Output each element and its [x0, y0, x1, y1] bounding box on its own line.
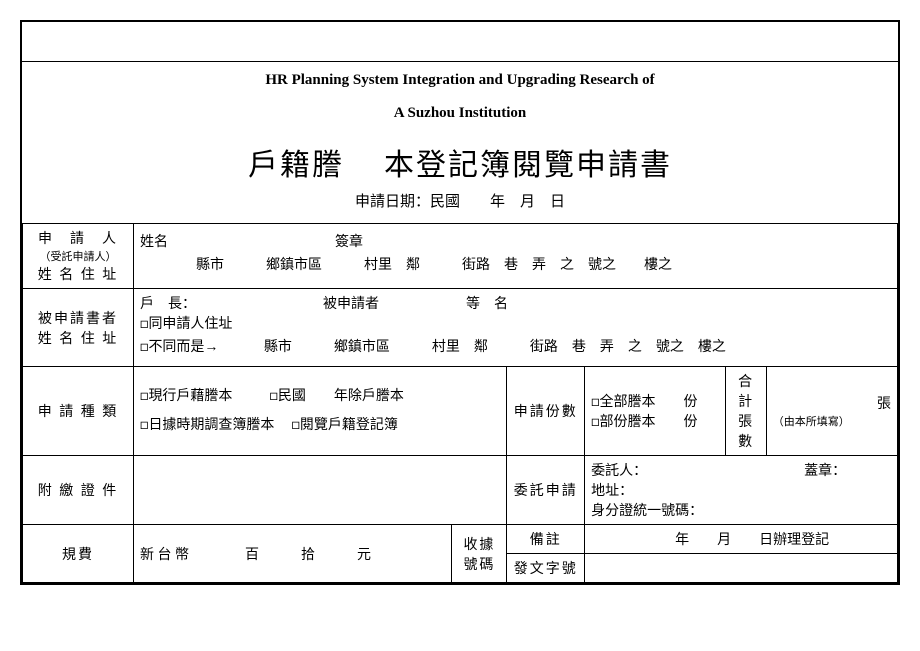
cb-same-addr: 同申請人住址 — [148, 317, 232, 332]
en-title-1: HR Planning System Integration and Upgra… — [22, 72, 898, 89]
application-date: 申請日期：民國 年 月 日 — [22, 190, 898, 211]
delegate-label: 委託申請 — [507, 456, 585, 525]
total-unit: 張 — [773, 393, 891, 413]
respondent-label-1: 被申請書者 — [29, 308, 127, 328]
cn-title-right: 本登記簿閱覽申請書 — [384, 149, 672, 182]
respondent-label-2: 姓 名 住 址 — [29, 328, 127, 348]
delegate-addr: 地址： — [591, 480, 891, 500]
type-opt-d: 閱覽戶籍登記簿 — [300, 418, 398, 433]
remark-label: 備註 — [507, 525, 585, 554]
applicant-label-1: 申 請 人 — [29, 228, 127, 248]
applicant-label-2: （受託申請人） — [29, 248, 127, 264]
cb-diff-addr: 不同而是→ — [148, 340, 218, 355]
type-opt-b-prefix: 民國 — [278, 389, 306, 404]
remark-text: 年 月 日辦理登記 — [585, 525, 898, 554]
etc-label: 等 名 — [466, 297, 508, 312]
type-opt-b-suffix: 年除戶謄本 — [334, 389, 404, 404]
applicant-address: 縣市 鄉鎮市區 村里 鄰 街路 巷 弄 之 號之 樓之 — [140, 251, 891, 280]
attach-label: 附 繳 證 件 — [23, 456, 134, 525]
blank-header — [22, 22, 898, 62]
dispatch-label: 發文字號 — [507, 554, 585, 583]
row-respondent: 被申請書者 姓 名 住 址 戶 長： 被申請者 等 名 ◻同申請人住址 ◻不同而… — [23, 289, 898, 367]
total-note: （由本所填寫） — [773, 413, 891, 429]
en-title-2: A Suzhou Institution — [22, 105, 898, 122]
title-block: HR Planning System Integration and Upgra… — [22, 62, 898, 223]
delegate-id: 身分證統一號碼： — [591, 500, 891, 520]
count-part: 部份謄本 份 — [600, 415, 698, 430]
checkbox-icon[interactable]: ◻ — [269, 388, 277, 404]
row-type: 申 請 種 類 ◻現行戶藉謄本 ◻民國 年除戶謄本 ◻日據時期調查簿謄本 ◻閱覽… — [23, 367, 898, 456]
name-label: 姓名 — [140, 235, 168, 250]
form-grid: 申 請 人 （受託申請人） 姓 名 住 址 姓名 簽章 縣市 鄉鎮市區 村里 鄰… — [22, 223, 898, 583]
checkbox-icon[interactable]: ◻ — [291, 417, 299, 433]
fee-label: 規費 — [62, 548, 94, 563]
row-applicant: 申 請 人 （受託申請人） 姓 名 住 址 姓名 簽章 縣市 鄉鎮市區 村里 鄰… — [23, 224, 898, 289]
seal-label: 簽章 — [335, 235, 363, 250]
count-label: 申請份數 — [507, 367, 585, 456]
count-full: 全部謄本 份 — [600, 395, 698, 410]
head-label: 戶 長： — [140, 297, 196, 312]
resp-label: 被申請者 — [323, 297, 379, 312]
delegate-person: 委託人： — [591, 464, 647, 479]
total-label: 合計張數 — [726, 367, 766, 456]
receipt-label: 收據號碼 — [452, 525, 507, 583]
cn-title: 戶籍謄 本登記簿閱覽申請書 — [22, 140, 898, 184]
type-opt-c: 日據時期調查簿謄本 — [148, 418, 274, 433]
type-label: 申 請 種 類 — [23, 367, 134, 456]
row-fee-top: 規費 新 台 幣 百 拾 元 收據號碼 備註 年 月 日辦理登記 — [23, 525, 898, 554]
checkbox-icon[interactable]: ◻ — [591, 394, 599, 410]
row-attachments: 附 繳 證 件 委託申請 委託人： 蓋章： 地址： 身分證統一號碼： — [23, 456, 898, 525]
delegate-seal: 蓋章： — [804, 464, 846, 479]
applicant-label-3: 姓 名 住 址 — [29, 264, 127, 284]
respondent-address: 縣市 鄉鎮市區 村里 鄰 街路 巷 弄 之 號之 樓之 — [222, 340, 726, 355]
checkbox-icon[interactable]: ◻ — [591, 414, 599, 430]
fee-text: 新 台 幣 百 拾 元 — [134, 525, 452, 583]
type-opt-a: 現行戶藉謄本 — [148, 389, 232, 404]
cn-title-left: 戶籍謄 — [248, 149, 344, 182]
form-wrapper: HR Planning System Integration and Upgra… — [20, 20, 900, 585]
